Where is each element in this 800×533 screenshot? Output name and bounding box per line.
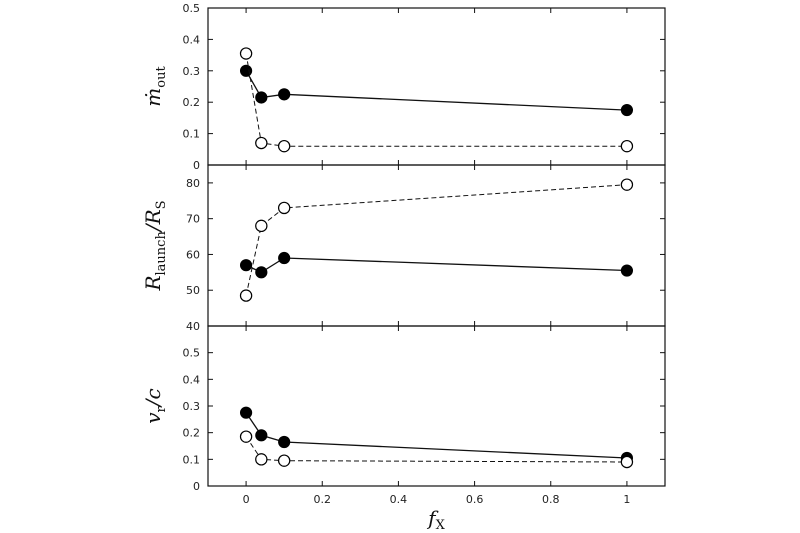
panel-3-ytick-label: 0.2 [183,427,201,440]
panel-1-series-1-point [278,88,291,101]
xtick-label: 0.4 [390,493,408,506]
panel-3-series-2-point [239,430,253,443]
panel-3-series-1-point [239,406,253,419]
panel-3-series-1-point [255,429,268,442]
panel-3-series-2-point [277,454,291,467]
ylabel-sub: out [154,66,169,88]
panel-3-series-2-point [255,453,268,466]
ylabel-sub2: S [154,200,169,209]
panel-3-series-1-line [245,412,627,459]
panel-3-series-1-point [278,435,291,449]
panel-3-ylabel: vr/c [141,388,169,423]
panel-2-ytick-label: 50 [186,284,200,297]
xtick-label: 0 [243,493,250,506]
panel-1-ytick-label: 0.4 [183,33,201,46]
panel-2-ytick-label: 80 [186,177,200,190]
ylabel-sub: launch [154,231,169,276]
panel-1-series-2-point [620,139,634,153]
panel-1-series-2-point [255,136,268,150]
panel-2-frame [207,164,666,327]
ylabel-tail: /R [141,209,165,233]
panel-2-series-1-line [245,257,627,274]
panel-3-ytick-label: 0.3 [183,400,201,413]
ylabel-main: v [141,412,165,424]
panel-3-ytick-label: 0 [193,480,200,493]
panel-1-series-2-line [245,53,627,147]
panel-1-ylabel: ṁout [141,66,169,107]
panel-3-series-2-point [620,455,634,469]
ylabel-main: R [141,275,165,291]
panel-2-series-1-point [278,251,291,265]
panel-1-series-1-point [239,64,253,77]
xtick-label: 0.2 [314,493,332,506]
ylabel-main: ṁ [141,88,165,107]
panel-3-ytick-label: 0.4 [183,373,201,386]
panel-1-frame [207,7,666,166]
panel-1-series-2-point [277,139,291,153]
panel-2-ytick-label: 40 [186,320,200,333]
ylabel-tail: /c [141,388,165,408]
panel-2-ytick-label: 70 [186,213,200,226]
panel-2-series-2-point [255,219,268,233]
panel-2-series-2-point [239,289,253,302]
ylabel-sub: r [154,405,169,412]
panel-1-ytick-label: 0 [193,159,200,172]
panel-3-ytick-label: 0.5 [183,347,201,360]
panel-1-series-1-line [245,70,627,111]
xtick-label: 0.6 [466,493,484,506]
panel-2-series-1-point [620,264,634,277]
panel-1-ytick-label: 0.3 [183,65,201,78]
panel-1-series-2-point [239,47,253,60]
panel-3-ytick-label: 0.1 [183,453,201,466]
xtick-label: 1 [623,493,630,506]
panel-1-ytick-label: 0.5 [183,2,201,15]
panel-2-ylabel: Rlaunch/RS [141,200,169,291]
panel-2-ytick-label: 60 [186,248,200,261]
xlabel: fX [426,506,445,533]
panel-2-series-1-point [239,259,253,272]
panel-1-series-1-point [620,103,634,117]
xlabel-sub: X [436,518,446,533]
panel-2-series-2-point [277,201,291,215]
panel-2-series-2-point [620,178,634,191]
panel-1-series-1-point [255,91,268,104]
panel-2-series-1-point [255,266,268,279]
panel-1-ytick-label: 0.2 [183,96,201,109]
panel-2-series-2-line [245,184,627,296]
xtick-label: 0.8 [542,493,560,506]
panel-1-ytick-label: 0.1 [183,128,201,141]
